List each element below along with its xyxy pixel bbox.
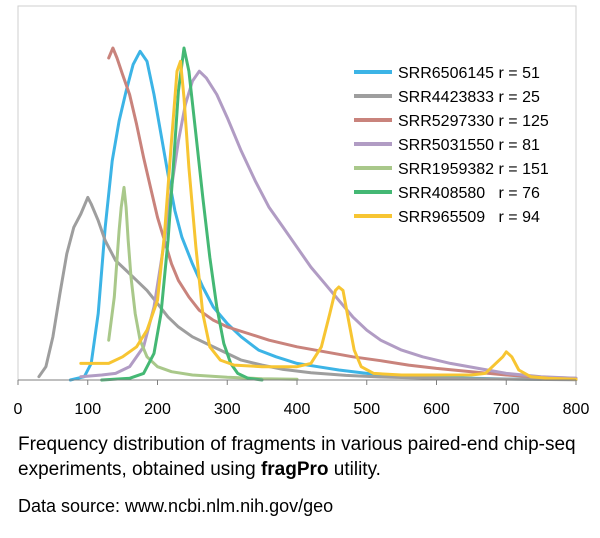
caption-tool-name: fragPro: [260, 459, 329, 480]
legend-label-6: SRR965509 r = 94: [398, 209, 540, 226]
legend-label-0: SRR6506145 r = 51: [398, 65, 540, 82]
data-source: Data source: www.ncbi.nlm.nih.gov/geo: [18, 496, 334, 516]
legend-label-2: SRR5297330 r = 125: [398, 113, 549, 130]
caption-text-end: utility.: [328, 459, 381, 480]
x-tick-label-5: 500: [353, 401, 380, 418]
legend-label-5: SRR408580 r = 76: [398, 185, 540, 202]
series-line-6: [79, 59, 578, 381]
x-tick-label-8: 800: [563, 401, 590, 418]
x-tick-label-1: 100: [74, 401, 101, 418]
legend-label-4: SRR1959382 r = 151: [398, 161, 549, 178]
x-tick-label-0: 0: [14, 401, 23, 418]
series-layer: [37, 46, 578, 382]
series-line-0: [68, 49, 543, 382]
x-tick-label-3: 300: [214, 401, 241, 418]
legend: SRR6506145 r = 51 SRR4423833 r = 25 SRR529…: [354, 65, 549, 226]
x-axis: 0 100 200 300 400 500 600 700 800: [14, 380, 590, 418]
x-tick-label-2: 200: [144, 401, 171, 418]
series-line-3: [79, 69, 578, 380]
x-tick-label-7: 700: [493, 401, 520, 418]
series-line-2: [107, 46, 578, 380]
x-tick-label-6: 600: [423, 401, 450, 418]
chart: 0 100 200 300 400 500 600 700 800 SRR6506145 r =…: [14, 5, 590, 418]
series-line-4: [107, 185, 299, 381]
legend-label-3: SRR5031550 r = 81: [398, 137, 540, 154]
legend-label-1: SRR4423833 r = 25: [398, 89, 540, 106]
caption-text: Frequency distribution of fragments in v…: [18, 434, 576, 480]
x-tick-label-4: 400: [284, 401, 311, 418]
figure-caption: Frequency distribution of fragments in v…: [18, 432, 588, 482]
